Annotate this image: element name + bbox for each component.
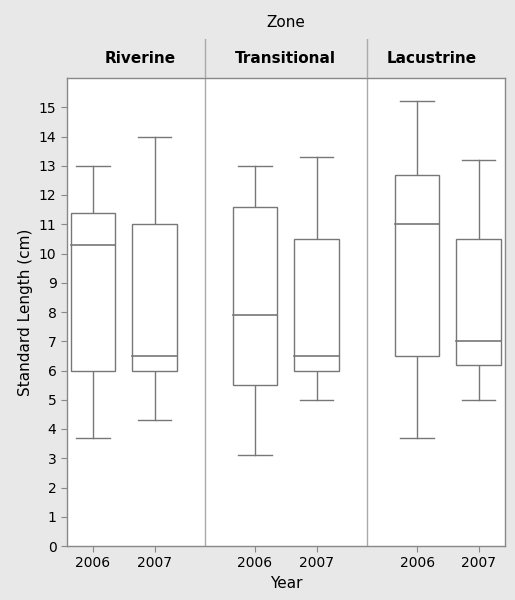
Bar xyxy=(295,239,339,370)
Text: Zone: Zone xyxy=(266,15,305,30)
Bar xyxy=(395,175,439,356)
Text: Lacustrine: Lacustrine xyxy=(387,51,477,66)
Bar xyxy=(233,206,277,385)
Y-axis label: Standard Length (cm): Standard Length (cm) xyxy=(18,229,33,395)
Text: Riverine: Riverine xyxy=(105,51,176,66)
Bar xyxy=(71,212,115,370)
Text: Transitional: Transitional xyxy=(235,51,336,66)
Bar xyxy=(132,224,177,370)
Bar xyxy=(456,239,501,365)
X-axis label: Year: Year xyxy=(269,576,302,591)
